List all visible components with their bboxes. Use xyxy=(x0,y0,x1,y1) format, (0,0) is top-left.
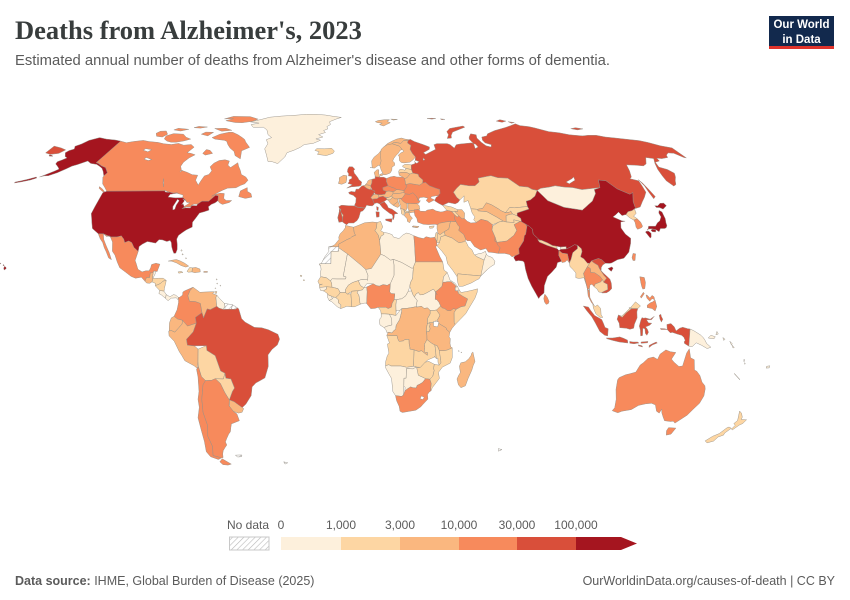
svg-text:30,000: 30,000 xyxy=(499,518,536,532)
svg-text:0: 0 xyxy=(278,518,285,532)
svg-text:100,000: 100,000 xyxy=(554,518,598,532)
svg-text:10,000: 10,000 xyxy=(441,518,478,532)
svg-text:1,000: 1,000 xyxy=(326,518,356,532)
svg-text:No data: No data xyxy=(227,518,269,532)
svg-text:3,000: 3,000 xyxy=(385,518,415,532)
